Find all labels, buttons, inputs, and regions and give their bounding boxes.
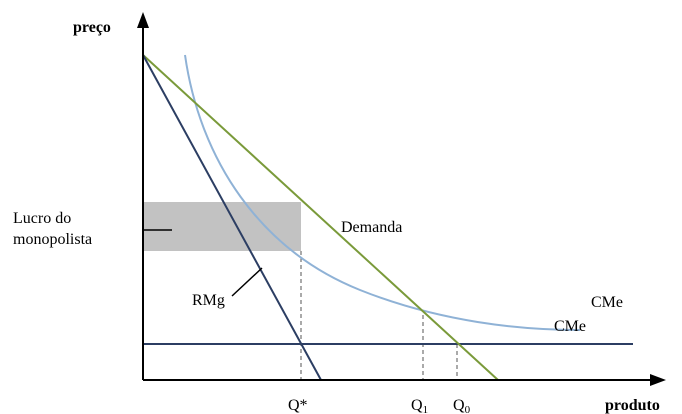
marginal-revenue-label: RMg: [192, 292, 225, 309]
demand-curve: [142, 54, 499, 381]
q1-label: Q1: [411, 397, 428, 414]
average-cost-label-lower: CMe: [554, 318, 586, 335]
average-cost-curve: [184, 54, 581, 331]
q0-label: Q0: [453, 397, 471, 414]
x-axis-arrow-icon: [650, 374, 666, 386]
profit-label-line2: monopolista: [13, 231, 92, 248]
profit-label-line1: Lucro do: [13, 210, 71, 227]
demand-label: Demanda: [341, 219, 402, 236]
average-cost-label-upper: CMe: [591, 294, 623, 311]
profit-area: [143, 202, 301, 251]
q-star-label: Q*: [288, 397, 308, 414]
marginal-revenue-curve: [142, 54, 322, 381]
x-axis-label: produto: [605, 397, 660, 414]
rmg-label-pointer: [231, 267, 263, 297]
y-axis-arrow-icon: [137, 12, 149, 28]
y-axis-label: preço: [73, 19, 111, 36]
